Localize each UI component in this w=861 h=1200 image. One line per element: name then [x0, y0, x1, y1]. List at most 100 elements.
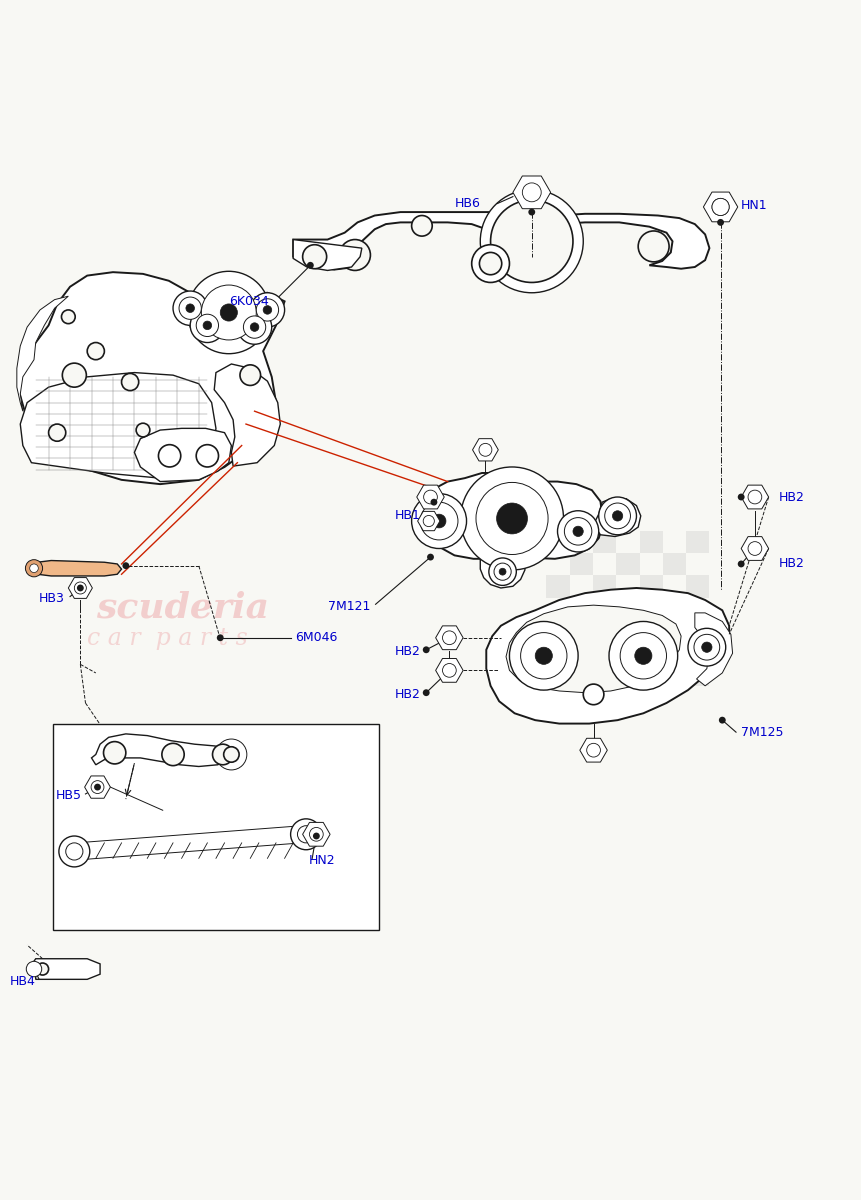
Circle shape [536, 647, 553, 665]
Bar [570, 553, 593, 576]
Text: HN2: HN2 [308, 854, 335, 868]
Circle shape [461, 467, 563, 570]
Circle shape [523, 182, 542, 202]
Circle shape [583, 684, 604, 704]
Bar [570, 598, 593, 619]
Text: HB5: HB5 [56, 790, 82, 802]
Circle shape [412, 216, 432, 236]
Polygon shape [32, 959, 100, 979]
Circle shape [62, 364, 86, 388]
Circle shape [257, 299, 279, 322]
Polygon shape [294, 212, 709, 270]
Polygon shape [579, 738, 607, 762]
Circle shape [717, 218, 724, 226]
Circle shape [491, 200, 573, 282]
Circle shape [609, 622, 678, 690]
Polygon shape [302, 822, 330, 846]
Circle shape [30, 564, 38, 572]
Circle shape [479, 443, 492, 456]
Circle shape [61, 310, 75, 324]
Circle shape [712, 198, 729, 216]
Circle shape [712, 198, 729, 216]
Circle shape [74, 582, 86, 594]
Circle shape [238, 310, 272, 344]
Circle shape [216, 739, 247, 770]
Circle shape [162, 743, 184, 766]
Polygon shape [741, 536, 769, 560]
Text: c a r  p a r t s: c a r p a r t s [87, 626, 248, 649]
Polygon shape [21, 372, 216, 478]
Bar [593, 664, 616, 686]
Polygon shape [68, 577, 92, 599]
Bar [593, 619, 616, 642]
Circle shape [573, 526, 583, 536]
Circle shape [196, 314, 219, 336]
Circle shape [203, 322, 212, 330]
Circle shape [244, 316, 266, 338]
Circle shape [702, 642, 712, 653]
Polygon shape [480, 559, 525, 588]
Circle shape [136, 424, 150, 437]
Bar [663, 642, 686, 664]
Circle shape [91, 781, 104, 793]
Bar [593, 532, 616, 553]
Bar [547, 619, 570, 642]
Circle shape [738, 493, 745, 500]
Bar [547, 664, 570, 686]
Bar [547, 576, 570, 598]
Polygon shape [741, 485, 769, 509]
Polygon shape [417, 485, 444, 509]
Circle shape [201, 286, 257, 340]
Bar [640, 619, 663, 642]
Circle shape [423, 647, 430, 653]
Polygon shape [186, 295, 268, 336]
Circle shape [558, 511, 598, 552]
Circle shape [220, 304, 238, 322]
Polygon shape [32, 560, 121, 576]
Polygon shape [17, 296, 68, 412]
Bar [593, 576, 616, 598]
Polygon shape [76, 826, 301, 860]
Circle shape [694, 635, 720, 660]
Bar [686, 576, 709, 598]
Circle shape [738, 560, 745, 568]
Circle shape [480, 190, 583, 293]
Bar [640, 576, 663, 598]
Bar [663, 598, 686, 619]
Circle shape [27, 961, 41, 977]
Circle shape [291, 818, 321, 850]
Circle shape [420, 502, 458, 540]
Bar [640, 532, 663, 553]
Circle shape [48, 424, 65, 442]
Polygon shape [429, 473, 602, 559]
Circle shape [313, 833, 319, 840]
Circle shape [424, 516, 434, 527]
Circle shape [186, 304, 195, 312]
Circle shape [412, 493, 467, 548]
Text: HB2: HB2 [779, 558, 805, 570]
Circle shape [77, 584, 84, 592]
Circle shape [497, 503, 528, 534]
Polygon shape [294, 240, 362, 270]
Polygon shape [84, 776, 110, 798]
Text: HB1: HB1 [394, 509, 420, 522]
Circle shape [443, 664, 456, 677]
Circle shape [638, 230, 669, 262]
Text: HB4: HB4 [9, 976, 35, 989]
Circle shape [430, 499, 437, 505]
Text: scuderia: scuderia [96, 590, 269, 624]
Circle shape [87, 342, 104, 360]
Circle shape [103, 742, 126, 764]
Polygon shape [593, 499, 641, 536]
Circle shape [427, 553, 434, 560]
Polygon shape [214, 364, 281, 466]
Bar [570, 642, 593, 664]
Circle shape [476, 482, 548, 554]
Circle shape [179, 298, 201, 319]
Polygon shape [506, 605, 681, 692]
Circle shape [65, 842, 83, 860]
Polygon shape [695, 613, 733, 686]
Bar [686, 664, 709, 686]
Text: HB2: HB2 [394, 688, 420, 701]
Text: HN1: HN1 [741, 199, 768, 211]
